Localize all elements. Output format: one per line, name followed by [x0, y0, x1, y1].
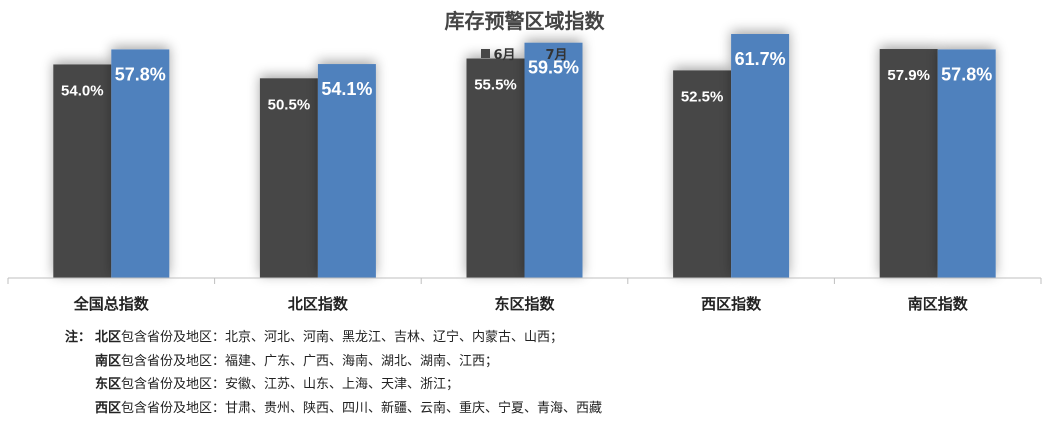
- x-axis-ticks: [7, 278, 1042, 284]
- bar-jun-3: [673, 70, 732, 279]
- data-label-jul-4: 57.8%: [941, 64, 992, 84]
- note-line-north: 注： 北区包含省份及地区：北京、河北、河南、黑龙江、吉林、辽宁、内蒙古、山西；: [65, 326, 602, 350]
- data-label-jun-0: 54.0%: [61, 82, 104, 99]
- data-label-jun-2: 55.5%: [474, 77, 517, 94]
- bars-layer: [53, 34, 996, 279]
- data-label-jun-3: 52.5%: [681, 88, 724, 105]
- bar-jun-1: [259, 78, 318, 278]
- note-line-east: 东区包含省份及地区：安徽、江苏、山东、上海、天津、浙江；: [65, 373, 602, 397]
- note-prefix: 注：: [65, 330, 92, 345]
- bar-jun-4: [879, 49, 938, 279]
- legend: 6月 7月: [0, 44, 1049, 63]
- note-region-north: 北区: [95, 330, 122, 345]
- data-label-jul-0: 57.8%: [115, 64, 166, 84]
- notes-block: 注： 北区包含省份及地区：北京、河北、河南、黑龙江、吉林、辽宁、内蒙古、山西； 南…: [65, 326, 602, 420]
- data-label-jun-4: 57.9%: [887, 67, 930, 84]
- bar-jul-0: [111, 49, 170, 278]
- chart-title: 库存预警区域指数: [444, 9, 605, 33]
- legend-swatch-series-0: [481, 49, 491, 58]
- legend-swatch-series-1: [533, 49, 543, 58]
- data-label-jun-1: 50.5%: [268, 96, 311, 113]
- category-label-2: 东区指数: [494, 295, 555, 313]
- data-label-jul-1: 54.1%: [321, 79, 372, 99]
- note-region-west: 西区: [95, 400, 122, 416]
- data-labels-layer: 54.0% 57.8% 50.5% 54.1% 55.5% 59.5% 52.5% 61.7%…: [61, 49, 992, 113]
- category-label-1: 北区指数: [288, 295, 349, 313]
- legend-label-series-1: 7月: [545, 48, 568, 63]
- note-desc-south: 包含省份及地区：福建、广东、广西、海南、湖北、湖南、江西；: [121, 353, 499, 369]
- category-label-3: 西区指数: [701, 295, 762, 313]
- note-region-south: 南区: [95, 353, 122, 369]
- note-desc-north: 包含省份及地区：北京、河北、河南、黑龙江、吉林、辽宁、内蒙古、山西；: [121, 330, 564, 345]
- legend-item-series-1: 7月: [533, 44, 568, 63]
- note-line-south: 南区包含省份及地区：福建、广东、广西、海南、湖北、湖南、江西；: [65, 350, 602, 374]
- legend-item-series-0: 6月: [481, 44, 516, 63]
- bar-jul-1: [317, 64, 376, 279]
- note-desc-east: 包含省份及地区：安徽、江苏、山东、上海、天津、浙江；: [121, 377, 460, 392]
- data-label-jul-2: 59.5%: [528, 58, 579, 78]
- legend-label-series-0: 6月: [493, 48, 516, 63]
- note-line-west: 西区包含省份及地区：甘肃、贵州、陕西、四川、新疆、云南、重庆、宁夏、青海、西藏: [65, 397, 602, 421]
- data-label-jul-3: 61.7%: [735, 49, 786, 69]
- bar-jun-0: [53, 64, 112, 278]
- category-label-4: 南区指数: [908, 295, 969, 313]
- category-label-0: 全国总指数: [73, 295, 150, 313]
- bar-jul-3: [731, 34, 790, 278]
- note-region-east: 东区: [95, 377, 122, 392]
- note-desc-west: 包含省份及地区：甘肃、贵州、陕西、四川、新疆、云南、重庆、宁夏、青海、西藏: [121, 400, 603, 416]
- bar-jul-4: [937, 49, 996, 278]
- category-labels-layer: 全国总指数 北区指数 东区指数 西区指数 南区指数: [73, 295, 969, 313]
- bar-jul-2: [524, 42, 583, 278]
- bar-jun-2: [466, 58, 525, 278]
